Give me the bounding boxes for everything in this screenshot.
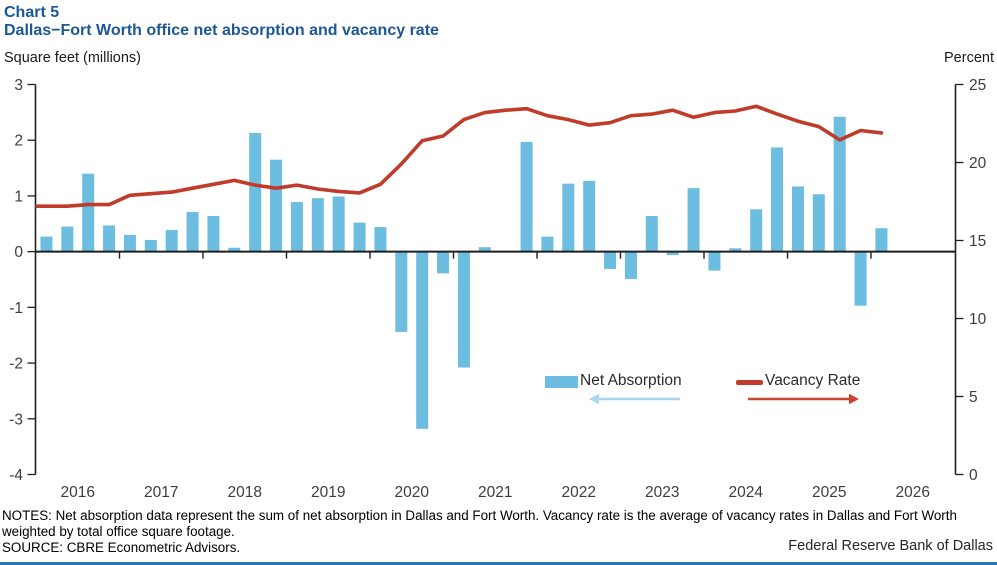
net-absorption-bar [541,236,554,252]
net-absorption-bar [750,209,763,252]
net-absorption-bar [833,116,846,252]
vacancy-rate-legend-label: Vacancy Rate [765,372,861,389]
svg-text:-4: -4 [9,467,23,484]
svg-text:15: 15 [969,233,986,250]
net-absorption-bar [583,180,596,252]
svg-text:20: 20 [969,155,987,172]
svg-text:2: 2 [14,133,23,150]
svg-text:2023: 2023 [645,484,679,501]
net-absorption-bar [457,251,470,368]
svg-text:2022: 2022 [562,484,596,501]
net-absorption-bar [353,222,366,252]
publisher-attribution: Federal Reserve Bank of Dallas [788,538,993,554]
net-absorption-bar [61,226,74,252]
right-axis-unit-label: Percent [944,50,994,66]
vacancy-rate-line [35,104,884,208]
net-absorption-bar [416,251,429,429]
svg-text:3: 3 [14,77,23,94]
net-absorption-bar [624,251,637,279]
left-axis-unit-label: Square feet (millions) [4,50,141,66]
net-absorption-bar [311,198,324,252]
net-absorption-bar [249,132,262,252]
svg-text:2025: 2025 [812,484,846,501]
net-absorption-bar [144,239,157,252]
net-absorption-bar [290,202,303,252]
net-absorption-bar [395,251,408,332]
svg-text:2026: 2026 [896,484,930,501]
svg-text:0: 0 [14,244,23,261]
svg-text:2018: 2018 [228,484,262,501]
net-absorption-swatch [545,376,578,388]
svg-text:2019: 2019 [311,484,345,501]
svg-text:-1: -1 [9,300,23,317]
net-absorption-bar [165,229,178,252]
net-absorption-bar [103,225,116,252]
net-absorption-bar [82,173,95,252]
svg-text:-2: -2 [9,356,23,373]
net-absorption-bar [332,196,345,252]
net-absorption-bar [645,215,658,252]
svg-text:2016: 2016 [61,484,95,501]
chart-notes: NOTES: Net absorption data represent the… [2,508,957,539]
net-absorption-bar [708,251,721,271]
net-absorption-bar [270,159,283,252]
chart-title: Dallas−Fort Worth office net absorption … [4,21,439,39]
svg-text:2021: 2021 [478,484,512,501]
svg-text:25: 25 [969,77,986,94]
net-absorption-bar [604,251,617,269]
svg-text:5: 5 [969,389,978,406]
vacancy-rate-direction-arrow-icon [748,393,859,405]
chart-source: SOURCE: CBRE Econometric Advisors. [2,540,241,555]
net-absorption-bar [207,215,220,252]
svg-text:2024: 2024 [729,484,764,501]
net-absorption-bar [374,227,387,252]
net-absorption-bar [40,236,53,252]
net-absorption-bar [186,212,199,252]
net-absorption-bar [666,251,679,255]
svg-text:-3: -3 [9,411,23,428]
net-absorption-bar [123,234,136,252]
chart-header: Chart 5 Dallas−Fort Worth office net abs… [4,4,439,40]
net-absorption-bar [729,248,742,252]
net-absorption-legend-label: Net Absorption [580,372,682,389]
net-absorption-bar [771,147,784,252]
svg-text:0: 0 [969,467,978,484]
net-absorption-bar [791,186,804,252]
svg-text:2020: 2020 [395,484,430,501]
net-absorption-bar [437,251,450,274]
net-absorption-direction-arrow-icon [589,393,680,405]
net-absorption-bar [562,183,575,252]
vacancy-rate-swatch [736,380,763,385]
svg-text:2017: 2017 [144,484,178,501]
net-absorption-bar [478,247,491,252]
chart-number: Chart 5 [4,4,60,21]
svg-text:10: 10 [969,311,987,328]
svg-text:1: 1 [14,188,23,205]
net-absorption-bar [854,251,867,306]
net-absorption-bar [812,194,825,252]
net-absorption-bar [687,188,700,252]
net-absorption-bar [520,141,533,252]
net-absorption-bar [228,247,241,252]
bottom-divider-rule [0,562,997,565]
net-absorption-bar [875,228,888,252]
chart-legend: Net Absorption Vacancy Rate [540,368,870,408]
